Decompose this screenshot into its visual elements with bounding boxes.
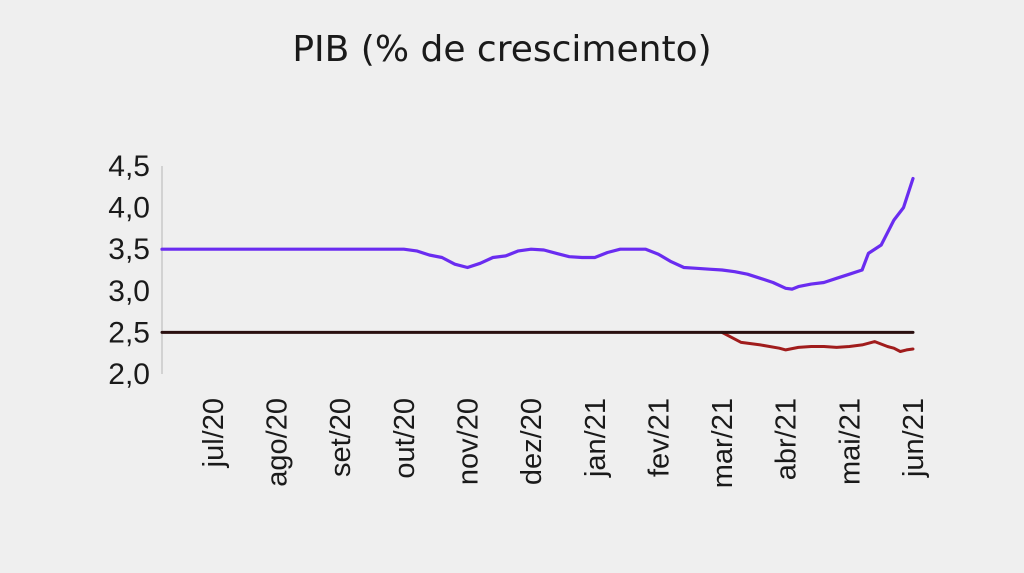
y-tick-label: 4,5 <box>108 150 150 183</box>
x-axis-ticks: jul/20 ago/20 set/20 out/20 nov/20 dez/20 jan/… <box>198 398 930 488</box>
y-tick-label: 3,0 <box>108 275 150 308</box>
x-tick-label: dez/20 <box>516 398 548 485</box>
y-tick-label: 4,0 <box>108 192 150 225</box>
x-tick-label: nov/20 <box>452 398 484 485</box>
x-tick-label: jun/21 <box>898 398 930 478</box>
chart-title: PIB (% de crescimento) <box>292 29 711 70</box>
x-tick-label: set/20 <box>325 398 357 477</box>
x-tick-label: jul/20 <box>198 398 230 468</box>
series-lines <box>160 176 915 353</box>
x-tick-label: mai/21 <box>834 398 866 485</box>
series-line-red <box>720 330 915 353</box>
y-tick-label: 2,5 <box>108 316 150 349</box>
y-tick-label: 3,5 <box>108 233 150 266</box>
x-tick-label: ago/20 <box>262 398 294 487</box>
x-tick-label: mar/21 <box>707 398 739 488</box>
y-tick-label: 2,0 <box>108 358 150 391</box>
x-tick-label: out/20 <box>389 398 421 479</box>
x-tick-label: fev/21 <box>643 398 675 477</box>
y-axis-ticks: 4,5 4,0 3,5 3,0 2,5 2,0 <box>108 150 150 391</box>
series-line-blue <box>160 176 915 291</box>
x-tick-label: abr/21 <box>771 398 803 480</box>
x-tick-label: jan/21 <box>580 398 612 478</box>
